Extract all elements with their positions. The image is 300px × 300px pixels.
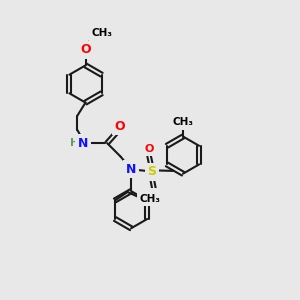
Text: O: O [80,43,91,56]
Text: H: H [70,138,80,148]
Text: O: O [115,119,125,133]
Text: O: O [149,190,159,201]
Text: N: N [78,136,88,150]
Text: CH₃: CH₃ [92,28,112,38]
Text: N: N [126,163,136,176]
Text: O: O [144,144,154,154]
Text: S: S [147,165,156,178]
Text: CH₃: CH₃ [172,117,194,127]
Text: CH₃: CH₃ [140,194,161,204]
